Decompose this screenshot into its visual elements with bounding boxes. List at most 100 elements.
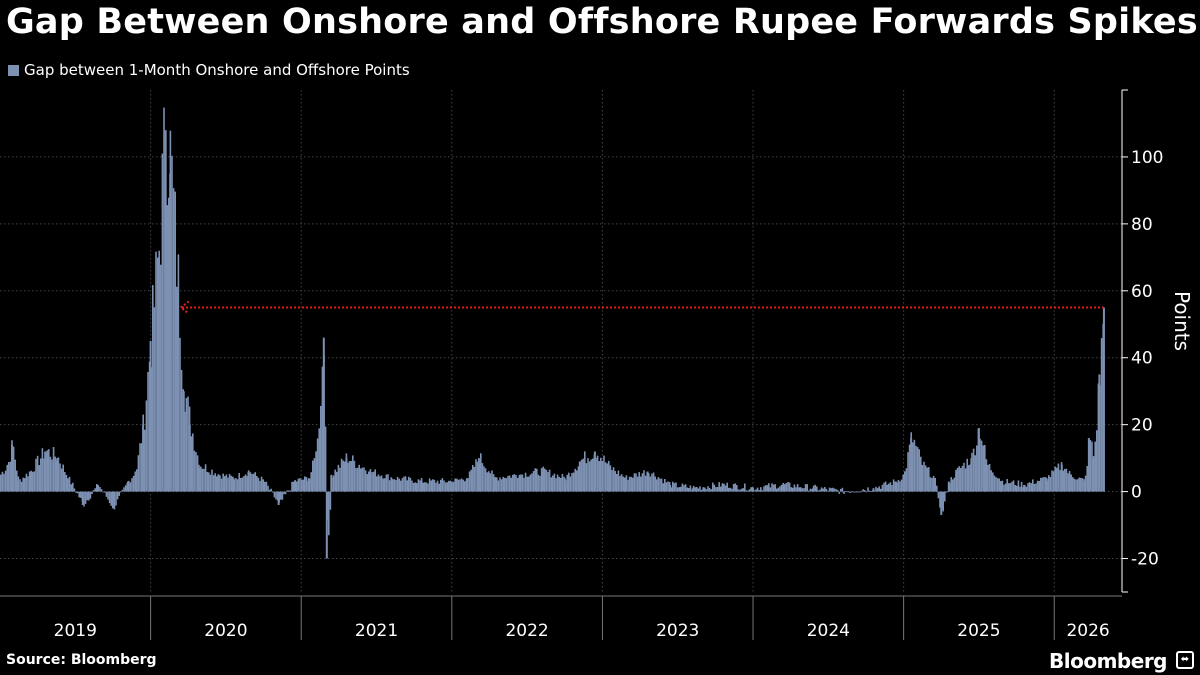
series-bar (780, 484, 783, 492)
series-bar (870, 491, 872, 492)
series-bar (12, 446, 15, 492)
data-point-bar (1000, 481, 1003, 492)
series-bar (918, 449, 920, 492)
series-bar (1035, 483, 1037, 492)
series-bar (1008, 483, 1010, 492)
series-bar (60, 468, 63, 492)
data-point-bar (895, 481, 898, 492)
series-bar (952, 479, 954, 492)
series-bar (561, 473, 564, 492)
series-bar (374, 469, 376, 492)
series-bar (604, 462, 607, 492)
series-bar (1020, 481, 1023, 492)
series-bar (748, 489, 751, 492)
x-tick-label: 2022 (505, 621, 548, 640)
series-bar (612, 467, 615, 492)
expand-icon[interactable]: ⬌ (1176, 651, 1194, 669)
series-bar (929, 477, 932, 492)
series-bar (200, 466, 202, 492)
series-bar (528, 476, 530, 492)
series-bar (425, 482, 428, 492)
series-bar (686, 487, 688, 492)
series-bar (833, 488, 836, 492)
series-bar (926, 467, 928, 492)
data-point-bar (910, 438, 913, 492)
series-bar (289, 490, 292, 492)
series-bar (376, 476, 378, 492)
series-bar (174, 191, 176, 492)
series-bar (675, 482, 677, 492)
series-bar (790, 487, 792, 492)
series-bar (892, 479, 895, 492)
series-bar (587, 458, 589, 492)
series-bar (592, 458, 594, 492)
series-bar (916, 447, 919, 492)
series-bar (1097, 383, 1100, 492)
y-tick-label: 20 (1131, 416, 1153, 436)
series-bar (363, 467, 365, 492)
series-bar (486, 472, 488, 492)
series-bar (288, 490, 290, 492)
series-bar (507, 475, 509, 492)
series-bar (1014, 485, 1016, 492)
series-bar (776, 488, 778, 492)
series-bar (777, 487, 780, 492)
series-bar (881, 484, 884, 492)
series-bar (1003, 484, 1005, 492)
series-bar (393, 479, 396, 492)
series-bar (788, 482, 791, 492)
series-bar (891, 485, 893, 492)
series-bar (105, 491, 108, 497)
series-bar (1100, 338, 1103, 492)
series-bar (886, 484, 888, 492)
series-bar (502, 476, 504, 492)
series-bar (704, 487, 706, 492)
series-bar (883, 482, 885, 492)
series-bar (179, 337, 181, 492)
series-bar (252, 473, 255, 492)
series-bar (272, 491, 274, 493)
series-bar (104, 491, 106, 493)
data-point-bar (29, 471, 32, 492)
data-point-bar (492, 478, 495, 492)
series-bar (76, 491, 79, 494)
series-bar (225, 474, 228, 492)
series-bar (62, 464, 64, 492)
data-point-bar (1083, 481, 1086, 492)
series-bar (616, 473, 618, 492)
data-point-bar (164, 130, 167, 492)
series-bar (124, 485, 127, 492)
series-bar (73, 488, 76, 492)
series-bar (817, 490, 820, 492)
series-bar (844, 491, 847, 493)
series-bar (350, 460, 352, 492)
series-bar (766, 485, 768, 492)
series-bar (65, 474, 68, 492)
series-bar (201, 468, 204, 492)
series-bar (216, 476, 218, 492)
series-bar (313, 458, 316, 492)
series-bar (720, 486, 722, 492)
series-bar (852, 491, 855, 493)
series-bar (742, 488, 744, 492)
series-bar (1048, 475, 1050, 492)
series-bar (224, 476, 226, 492)
series-bar (828, 487, 831, 492)
series-bar (836, 489, 839, 492)
series-bar (403, 476, 405, 492)
series-bar (427, 483, 429, 492)
series-bar (54, 456, 56, 492)
series-bar (1043, 476, 1045, 492)
series-bar (430, 480, 432, 492)
series-bar (908, 444, 911, 492)
series-bar (400, 480, 402, 492)
series-bar (459, 479, 461, 492)
series-bar (456, 478, 458, 492)
series-bar (286, 490, 288, 492)
series-bar (723, 483, 725, 492)
data-point-bar (721, 484, 724, 492)
series-bar (580, 459, 583, 492)
series-bar (545, 469, 548, 492)
series-bar (316, 438, 319, 492)
series-bar (460, 478, 463, 492)
